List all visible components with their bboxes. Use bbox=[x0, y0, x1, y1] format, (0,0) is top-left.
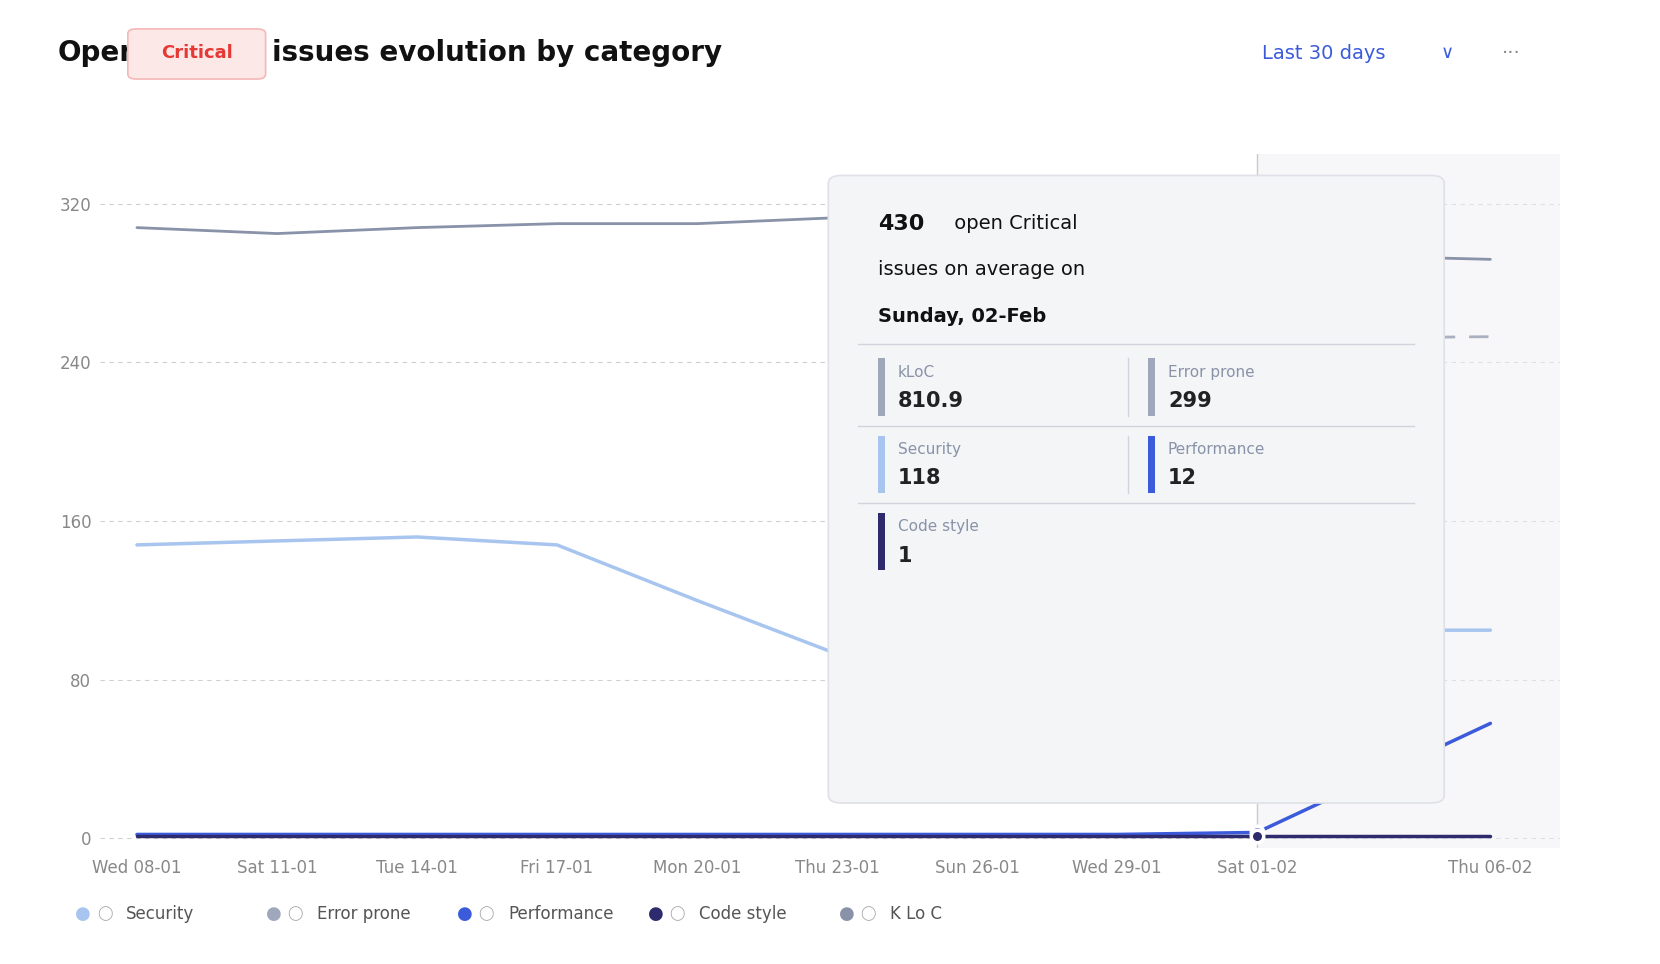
Bar bbox=[1257, 154, 1560, 848]
Text: issues on average on: issues on average on bbox=[878, 260, 1086, 280]
Text: ···: ··· bbox=[1502, 43, 1521, 63]
Text: ◯: ◯ bbox=[860, 906, 876, 922]
Text: open Critical: open Critical bbox=[948, 214, 1077, 233]
Text: Open: Open bbox=[58, 39, 139, 67]
Text: ◯: ◯ bbox=[478, 906, 495, 922]
Text: ◯: ◯ bbox=[669, 906, 686, 922]
Text: Code style: Code style bbox=[699, 905, 787, 923]
Text: Sunday, 02-Feb: Sunday, 02-Feb bbox=[878, 307, 1046, 326]
Text: Code style: Code style bbox=[898, 520, 979, 534]
Text: ◯: ◯ bbox=[96, 906, 113, 922]
Text: ●: ● bbox=[75, 905, 91, 923]
Text: ∨: ∨ bbox=[1441, 44, 1454, 62]
Text: 430: 430 bbox=[878, 214, 925, 233]
Text: Error prone: Error prone bbox=[317, 905, 410, 923]
Text: 1: 1 bbox=[898, 546, 913, 566]
Text: ●: ● bbox=[647, 905, 664, 923]
Text: Performance: Performance bbox=[1169, 442, 1265, 457]
Text: Security: Security bbox=[898, 442, 961, 457]
Text: issues evolution by category: issues evolution by category bbox=[272, 39, 722, 67]
Text: 12: 12 bbox=[1169, 469, 1197, 489]
Text: ●: ● bbox=[457, 905, 473, 923]
Text: K Lo C: K Lo C bbox=[890, 905, 941, 923]
Text: 118: 118 bbox=[898, 469, 941, 489]
Text: 810.9: 810.9 bbox=[898, 391, 964, 412]
Text: ◯: ◯ bbox=[287, 906, 304, 922]
Text: kLoC: kLoC bbox=[898, 365, 935, 380]
Text: ●: ● bbox=[838, 905, 855, 923]
Text: ●: ● bbox=[266, 905, 282, 923]
Text: Performance: Performance bbox=[508, 905, 614, 923]
Text: Critical: Critical bbox=[161, 44, 232, 62]
Text: Last 30 days: Last 30 days bbox=[1262, 43, 1384, 63]
Text: Error prone: Error prone bbox=[1169, 365, 1255, 380]
Text: Security: Security bbox=[126, 905, 194, 923]
Text: 299: 299 bbox=[1169, 391, 1212, 412]
